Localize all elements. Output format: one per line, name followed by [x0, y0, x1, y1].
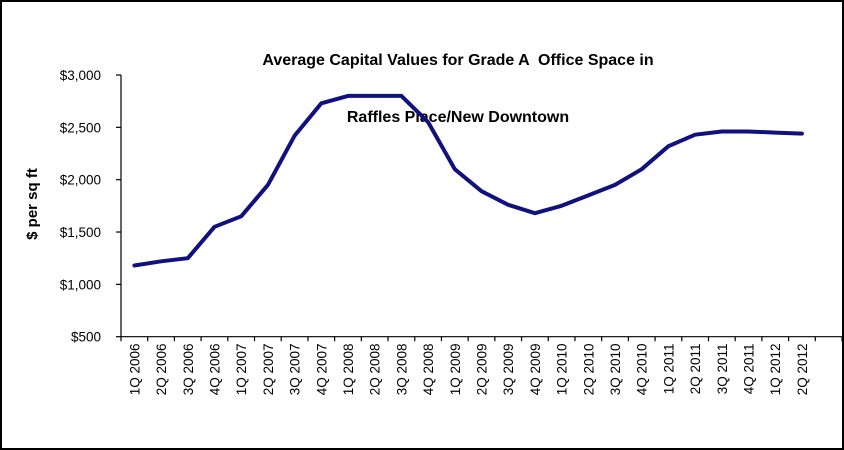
x-tick-label-group: 1Q 2009 [448, 344, 463, 396]
y-tick-label: $2,500 [60, 120, 101, 135]
x-tick-label-group: 2Q 2008 [368, 344, 383, 396]
chart-title-line2: Raffles Place/New Downtown [346, 109, 570, 126]
x-tick-label-group: 2Q 2009 [475, 344, 490, 396]
x-tick-label: 1Q 2012 [768, 344, 783, 396]
x-tick-label: 4Q 2006 [207, 344, 222, 396]
x-tick-label: 2Q 2008 [368, 344, 383, 396]
x-tick-label: 1Q 2008 [341, 344, 356, 396]
x-tick-label-group: 2Q 2011 [688, 344, 703, 395]
x-tick-label: 1Q 2011 [661, 344, 676, 395]
x-tick-label: 4Q 2010 [635, 344, 650, 396]
x-tick-label: 4Q 2009 [528, 344, 543, 396]
x-tick-label: 1Q 2009 [448, 344, 463, 396]
x-tick-label: 4Q 2008 [421, 344, 436, 396]
y-axis-labels: $500 $1,000 $1,500 $2,000 $2,500 $3,000 [60, 68, 101, 345]
y-axis-title: $ per sq ft [24, 168, 41, 240]
x-tick-label-group: 1Q 2011 [661, 344, 676, 395]
y-tick-label: $1,500 [60, 225, 101, 240]
y-tick-label: $3,000 [60, 68, 101, 83]
x-tick-label: 2Q 2009 [475, 344, 490, 396]
chart-title-line1: Average Capital Values for Grade A Offic… [262, 52, 654, 69]
x-tick-label: 1Q 2010 [555, 344, 570, 396]
x-tick-label: 2Q 2011 [688, 344, 703, 395]
x-tick-label: 3Q 2011 [715, 344, 730, 395]
x-tick-label: 2Q 2012 [795, 344, 810, 396]
x-tick-label-group: 2Q 2007 [261, 344, 276, 396]
x-axis-labels: 1Q 2006 2Q 2006 3Q 2006 4Q 2006 1Q 2007 2Q 20… [127, 344, 810, 396]
x-tick-label-group: 3Q 2008 [394, 344, 409, 396]
x-tick-label: 1Q 2006 [127, 344, 142, 396]
x-tick-label: 3Q 2006 [181, 344, 196, 396]
x-tick-label-group: 2Q 2012 [795, 344, 810, 396]
series-line [132, 93, 804, 268]
x-tick-label-group: 4Q 2011 [742, 344, 757, 395]
axes [120, 75, 842, 338]
x-tick-label-group: 4Q 2009 [528, 344, 543, 396]
x-tick-label: 3Q 2008 [394, 344, 409, 396]
x-tick-label-group: 4Q 2007 [314, 344, 329, 396]
x-tick-label-group: 4Q 2010 [635, 344, 650, 396]
x-tick-label-group: 2Q 2010 [581, 344, 596, 396]
x-tick-label-group: 3Q 2009 [501, 344, 516, 396]
y-tick-label: $2,000 [60, 173, 101, 188]
x-tick-label: 3Q 2007 [288, 344, 303, 396]
x-tick-label-group: 4Q 2006 [207, 344, 222, 396]
x-tick-label-group: 1Q 2007 [234, 344, 249, 396]
y-tick-label: $1,000 [60, 277, 101, 292]
x-tick-label-group: 1Q 2010 [555, 344, 570, 396]
x-tick-label: 1Q 2007 [234, 344, 249, 396]
x-tick-label-group: 3Q 2006 [181, 344, 196, 396]
x-tick-label-group: 3Q 2007 [288, 344, 303, 396]
x-tick-label: 2Q 2006 [154, 344, 169, 396]
x-tick-label-group: 3Q 2010 [608, 344, 623, 396]
x-tick-label: 3Q 2010 [608, 344, 623, 396]
x-tick-label: 2Q 2010 [581, 344, 596, 396]
x-axis-ticks [120, 336, 842, 342]
x-tick-label: 2Q 2007 [261, 344, 276, 396]
x-tick-label-group: 1Q 2008 [341, 344, 356, 396]
x-tick-label: 3Q 2009 [501, 344, 516, 396]
x-tick-label: 4Q 2011 [742, 344, 757, 395]
chart-title: Average Capital Values for Grade A Offic… [70, 13, 842, 165]
x-tick-label-group: 1Q 2012 [768, 344, 783, 396]
x-tick-label-group: 3Q 2011 [715, 344, 730, 395]
y-axis-ticks [116, 74, 121, 338]
x-tick-label-group: 4Q 2008 [421, 344, 436, 396]
x-tick-label: 4Q 2007 [314, 344, 329, 396]
y-tick-label: $500 [71, 330, 101, 345]
x-tick-label-group: 1Q 2006 [127, 344, 142, 396]
x-tick-label-group: 2Q 2006 [154, 344, 169, 396]
